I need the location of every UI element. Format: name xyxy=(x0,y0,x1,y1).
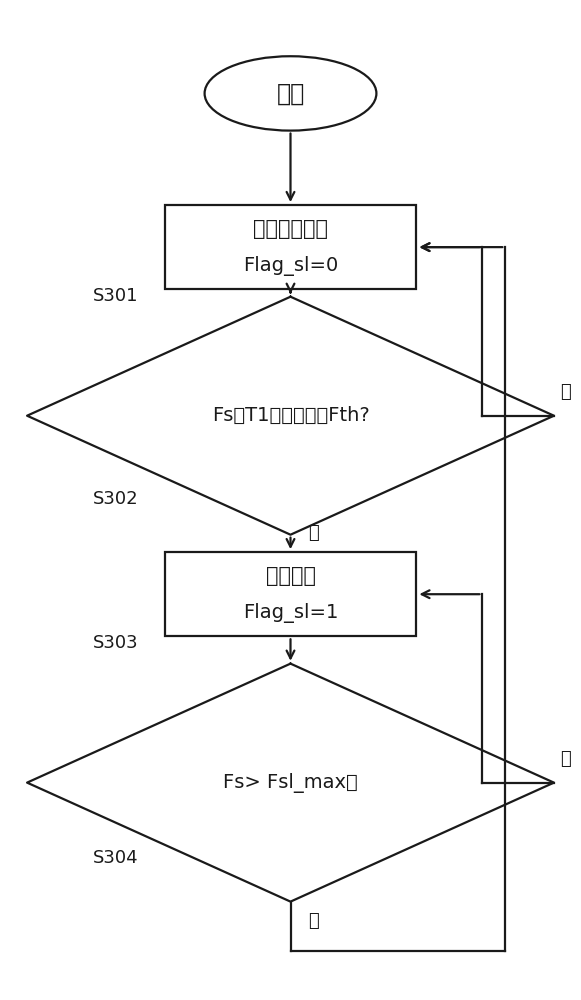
Text: 否: 否 xyxy=(560,750,571,768)
Bar xyxy=(164,205,417,289)
Text: Flag_sl=0: Flag_sl=0 xyxy=(243,256,338,276)
Text: 正常工作状态: 正常工作状态 xyxy=(253,219,328,239)
Text: 是: 是 xyxy=(308,524,318,542)
Text: Fs> Fsl_max？: Fs> Fsl_max？ xyxy=(223,773,358,793)
Text: 开始: 开始 xyxy=(277,81,304,105)
Text: Fs在T1内持续小于Fth?: Fs在T1内持续小于Fth? xyxy=(211,406,370,425)
Text: 睡眠模式: 睡眠模式 xyxy=(266,566,315,586)
Text: 否: 否 xyxy=(560,383,571,401)
Text: 是: 是 xyxy=(308,912,318,930)
Text: S302: S302 xyxy=(93,490,138,508)
Text: S303: S303 xyxy=(93,634,138,652)
Text: S301: S301 xyxy=(93,287,138,305)
Text: Flag_sl=1: Flag_sl=1 xyxy=(243,603,338,623)
Text: S304: S304 xyxy=(93,849,138,867)
Bar xyxy=(164,552,417,636)
